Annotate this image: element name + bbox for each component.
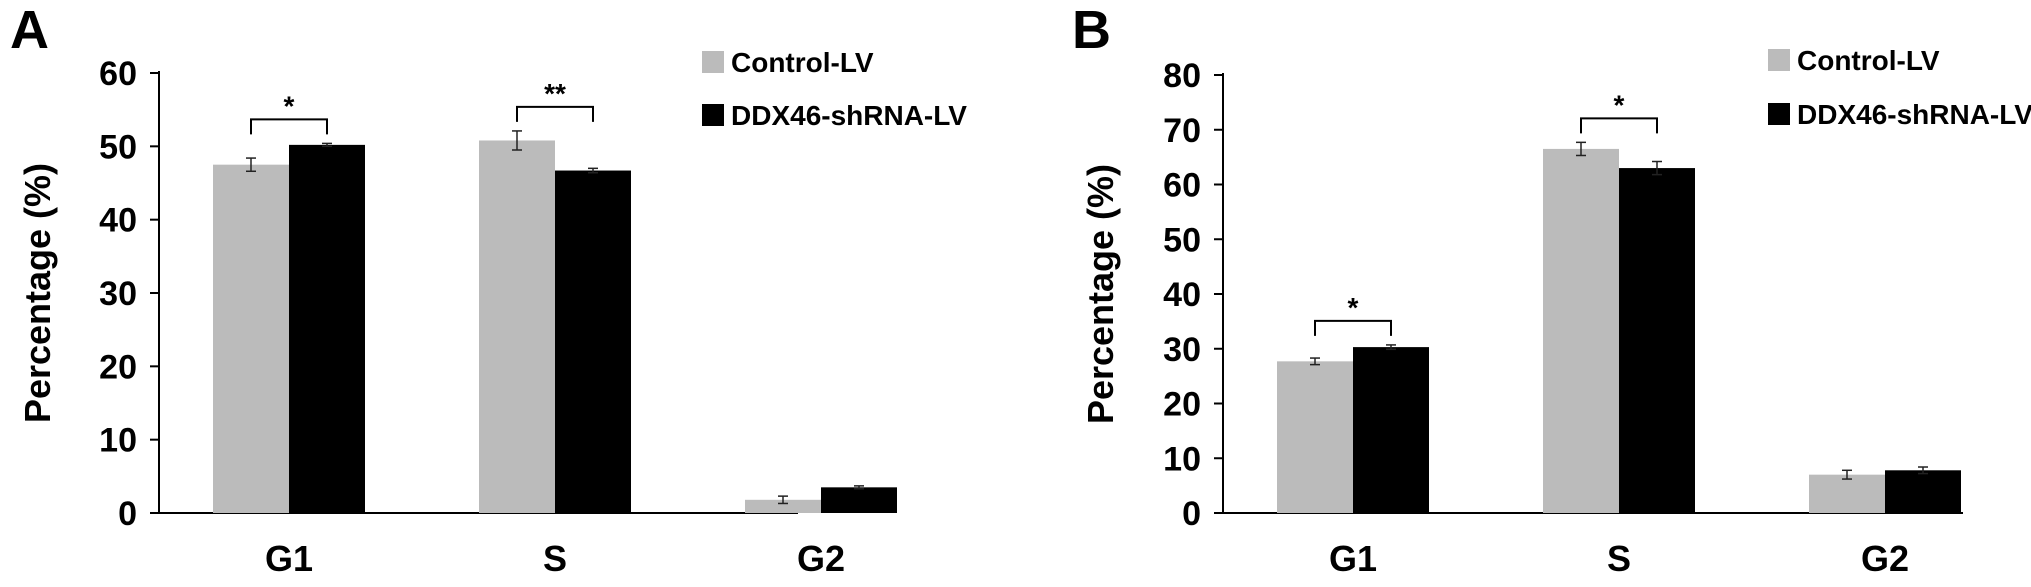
bar-g2-control-lv — [1809, 474, 1885, 513]
y-tick-label: 40 — [1163, 276, 1201, 314]
y-tick-label: 60 — [99, 55, 137, 93]
legend-label: Control-LV — [1797, 45, 1940, 76]
y-tick-label: 30 — [99, 275, 137, 313]
legend-swatch — [702, 51, 724, 73]
significance-label: ** — [544, 78, 566, 109]
bar-s-control-lv — [1543, 148, 1619, 513]
legend-swatch — [1768, 103, 1790, 125]
x-tick-label: S — [1607, 538, 1631, 579]
significance-bracket — [250, 118, 328, 135]
bar-g2-ddx46-shrna-lv — [821, 487, 897, 513]
chart-panel-b: B Percentage (%) 0 10 20 30 40 50 60 70 80 G1 S G2 * * C… — [1072, 0, 2031, 579]
bar-g1-control-lv — [1277, 361, 1353, 513]
y-tick-label: 20 — [99, 348, 137, 386]
panel-label: A — [10, 0, 49, 60]
significance-bracket — [516, 105, 594, 122]
legend-label: DDX46-shRNA-LV — [731, 100, 967, 131]
x-tick-label: G1 — [265, 538, 313, 579]
y-tick-label: 50 — [99, 128, 137, 166]
legend-label: Control-LV — [731, 47, 874, 78]
significance-bracket — [1314, 319, 1392, 336]
bar-g1-ddx46-shrna-lv — [289, 144, 365, 513]
y-tick-label: 10 — [1163, 440, 1201, 478]
x-tick-label: G2 — [797, 538, 845, 579]
bar-g1-control-lv — [213, 164, 289, 513]
bar-g1-ddx46-shrna-lv — [1353, 347, 1429, 513]
significance-label: * — [1614, 89, 1625, 120]
bar-s-ddx46-shrna-lv — [555, 170, 631, 514]
bar-s-control-lv — [479, 140, 555, 513]
y-axis-label: Percentage (%) — [1080, 164, 1121, 424]
y-tick-label: 20 — [1163, 386, 1201, 424]
legend: Control-LV DDX46-shRNA-LV — [1768, 45, 2031, 130]
panel-label: B — [1072, 0, 1111, 60]
y-tick-label: 60 — [1163, 167, 1201, 205]
y-tick-label: 40 — [99, 202, 137, 240]
y-tick-label: 70 — [1163, 112, 1201, 150]
y-tick-label: 10 — [99, 422, 137, 460]
y-tick-label: 30 — [1163, 331, 1201, 369]
legend-swatch — [1768, 49, 1790, 71]
x-tick-label: S — [543, 538, 567, 579]
significance-label: * — [284, 90, 295, 121]
bar-s-ddx46-shrna-lv — [1619, 168, 1695, 513]
y-tick-label: 0 — [118, 495, 137, 533]
bar-g2-control-lv — [745, 499, 821, 513]
bar-g2-ddx46-shrna-lv — [1885, 470, 1961, 513]
x-tick-label: G2 — [1861, 538, 1909, 579]
legend-swatch — [702, 104, 724, 126]
legend: Control-LV DDX46-shRNA-LV — [702, 47, 967, 131]
legend-label: DDX46-shRNA-LV — [1797, 99, 2031, 130]
significance-bracket — [1580, 117, 1658, 134]
x-tick-label: G1 — [1329, 538, 1377, 579]
y-tick-label: 80 — [1163, 57, 1201, 95]
significance-label: * — [1348, 292, 1359, 323]
y-tick-label: 50 — [1163, 221, 1201, 259]
y-tick-label: 0 — [1182, 495, 1201, 533]
y-axis-label: Percentage (%) — [17, 163, 58, 423]
